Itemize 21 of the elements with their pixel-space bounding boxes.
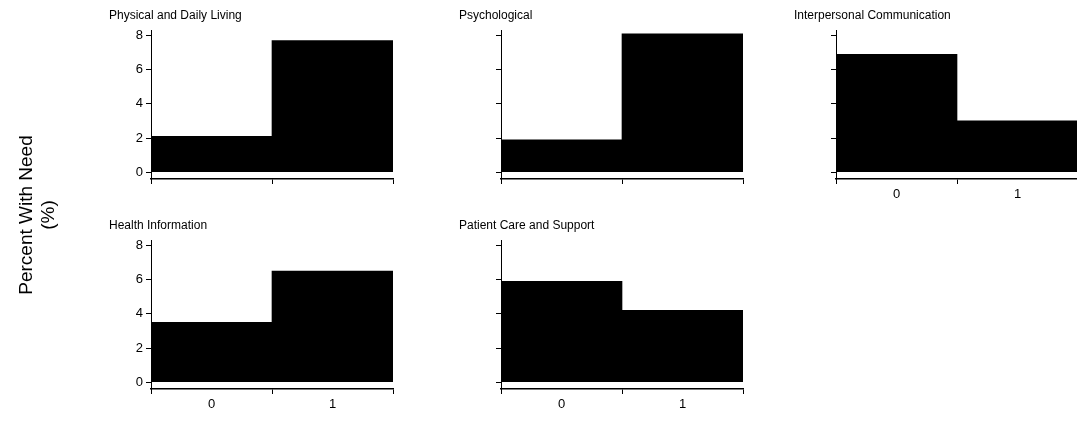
y-tick-label: 0 — [135, 163, 143, 179]
x-tick-label: 1 — [1013, 186, 1022, 202]
x-tick-label: 1 — [678, 396, 687, 412]
chart-title: Patient Care and Support — [459, 217, 596, 232]
chart-title: Health Information — [109, 217, 208, 232]
x-tick-label: 0 — [557, 396, 566, 412]
y-tick-label: 0 — [135, 373, 143, 389]
x-tick-label: 0 — [207, 396, 216, 412]
y-tick-label: 2 — [135, 129, 143, 145]
y-tick-label: 4 — [135, 95, 143, 111]
chart-title: Physical and Daily Living — [109, 7, 242, 22]
y-tick-label: 8 — [135, 237, 143, 253]
y-tick-label: 6 — [135, 61, 143, 77]
y-tick-label: 4 — [135, 305, 143, 321]
x-tick-label: 1 — [328, 396, 337, 412]
chart-title: Interpersonal Communication — [794, 7, 951, 22]
y-tick-label: 6 — [135, 271, 143, 287]
y-tick-label: 2 — [135, 339, 143, 355]
chart-title: Psychological — [459, 7, 533, 22]
y-tick-label: 8 — [135, 27, 143, 43]
y-axis-title: Percent With Need (%) — [15, 134, 59, 297]
